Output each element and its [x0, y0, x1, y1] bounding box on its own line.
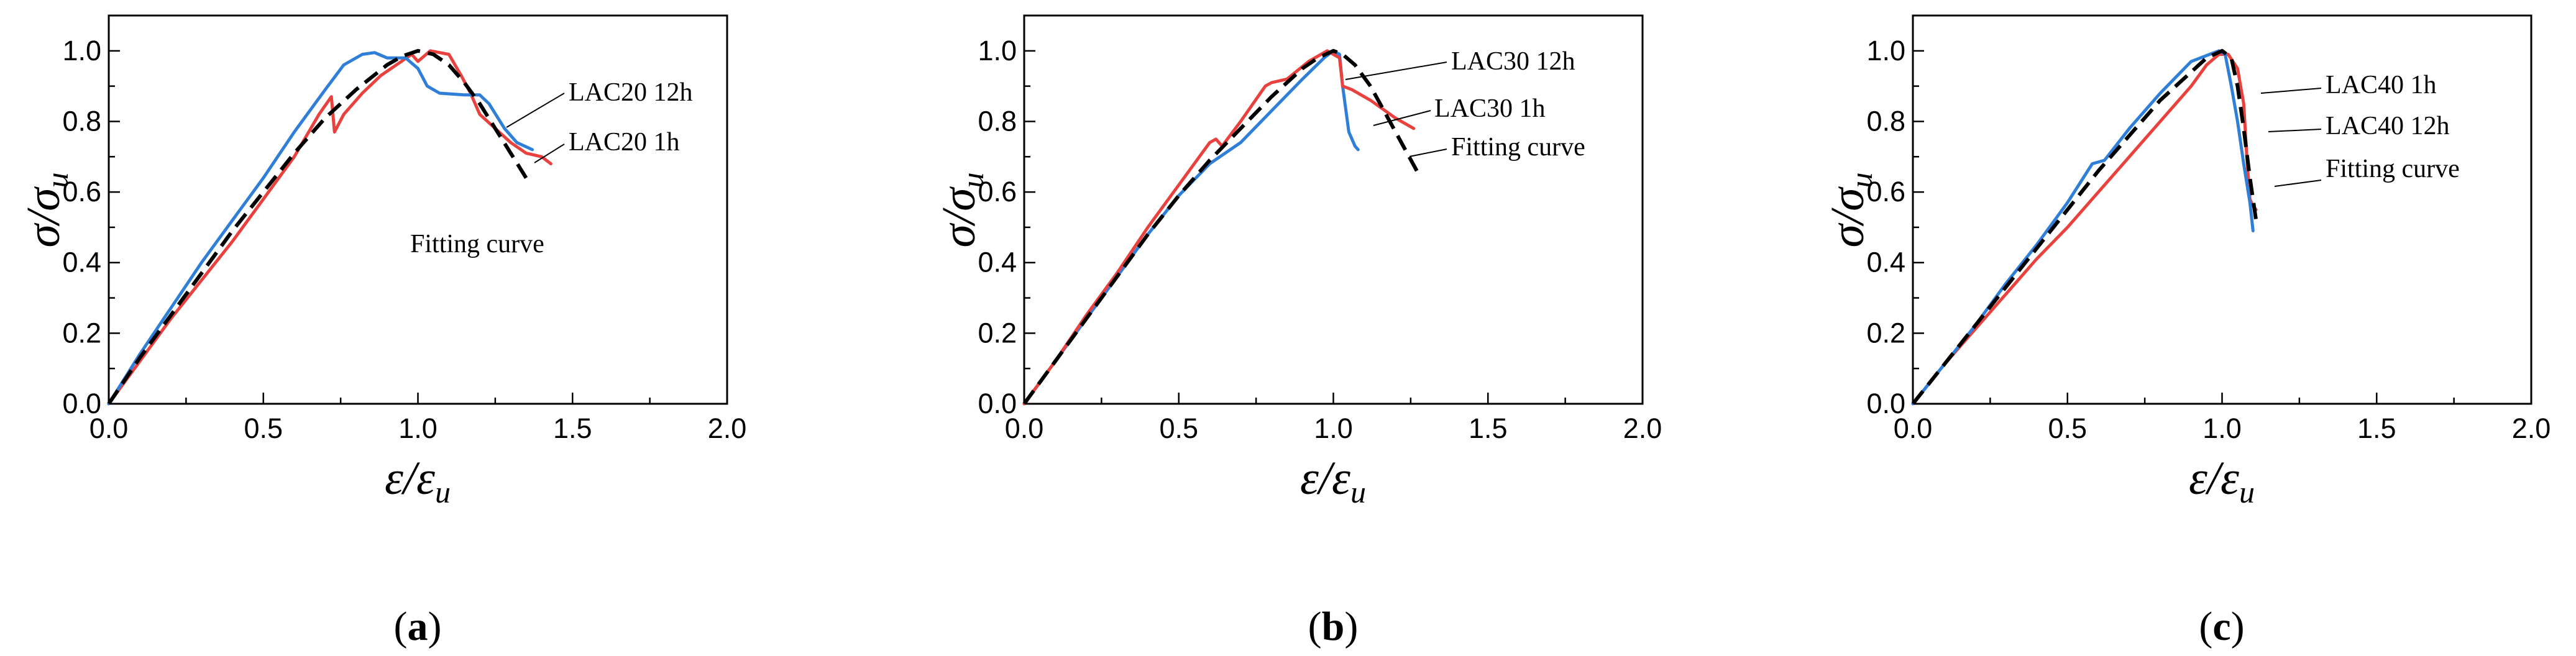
y-tick-label: 0.6	[1866, 176, 1905, 207]
y-tick-labels-b: 0.0 0.2 0.4 0.6 0.8 1.0	[978, 35, 1017, 419]
x-tick-label: 0.5	[244, 412, 283, 444]
annotation-b-1: LAC30 12h	[1345, 47, 1575, 80]
x-tick-label: 1.5	[553, 412, 592, 444]
annotation-line	[1373, 110, 1431, 126]
x-tick-label: 2.0	[1623, 412, 1662, 444]
annotation-text: LAC30 1h	[1434, 94, 1546, 123]
chart-panel-b: 0.0 0.2 0.4 0.6 0.8 1.0 0.0 0.5 1.0 1.5 …	[933, 14, 1662, 649]
series-line-c-lac40-1h	[1911, 49, 2255, 406]
chart-panel-c: 0.0 0.2 0.4 0.6 0.8 1.0 0.0 0.5 1.0 1.5 …	[1822, 14, 2551, 649]
tick-marks-a	[108, 50, 728, 405]
panel-label-c: (c)	[2199, 604, 2244, 649]
x-tick-label: 1.5	[2357, 412, 2396, 444]
x-tick-label: 0.0	[89, 412, 129, 444]
x-tick-labels-a: 0.0 0.5 1.0 1.5 2.0	[89, 412, 747, 444]
y-tick-labels-c: 0.0 0.2 0.4 0.6 0.8 1.0	[1866, 35, 1905, 419]
x-axis-title-b: ε/εu	[1300, 452, 1366, 509]
annotation-text: Fitting curve	[1451, 133, 1585, 162]
chart-panel-a: 0.0 0.2 0.4 0.6 0.8 1.0 0.0 0.5 1.0 1.5 …	[17, 14, 747, 649]
annotation-line	[2268, 129, 2322, 132]
annotation-text: LAC40 12h	[2326, 112, 2450, 140]
annotation-line	[2274, 180, 2322, 187]
x-tick-label: 1.0	[398, 412, 438, 444]
annotation-text: Fitting curve	[2326, 155, 2460, 183]
x-tick-labels-c: 0.0 0.5 1.0 1.5 2.0	[1894, 412, 2551, 444]
tick-marks-b	[1023, 50, 1644, 405]
x-tick-label: 1.0	[1314, 412, 1353, 444]
x-tick-label: 0.0	[1005, 412, 1044, 444]
x-tick-label: 0.5	[2048, 412, 2087, 444]
annotation-b-2: LAC30 1h	[1373, 94, 1546, 126]
x-tick-label: 2.0	[2512, 412, 2551, 444]
panel-label-a: (a)	[394, 604, 442, 649]
x-axis-title-a: ε/εu	[385, 452, 451, 509]
x-tick-label: 1.0	[2202, 412, 2242, 444]
x-tick-label: 1.5	[1469, 412, 1508, 444]
annotation-a-2: LAC20 1h	[534, 128, 680, 163]
annotation-c-2: LAC40 12h	[2268, 112, 2450, 140]
annotation-text: LAC20 1h	[569, 128, 680, 157]
panel-label-b: (b)	[1308, 604, 1359, 649]
annotation-line	[506, 93, 565, 128]
y-tick-label: 0.6	[978, 176, 1017, 207]
annotation-c-3: Fitting curve	[2274, 155, 2460, 187]
annotation-a-3: Fitting curve	[410, 230, 544, 258]
y-tick-label: 0.8	[978, 105, 1017, 137]
annotation-text: LAC20 12h	[569, 78, 693, 107]
annotation-b-3: Fitting curve	[1409, 133, 1585, 162]
annotation-text: Fitting curve	[410, 230, 544, 258]
y-tick-label: 0.2	[62, 317, 101, 348]
y-tick-label: 0.8	[1866, 105, 1905, 137]
y-tick-label: 0.0	[62, 388, 101, 419]
series-line-b-fitting-curve	[1022, 48, 1419, 405]
y-tick-label: 1.0	[1866, 35, 1905, 66]
y-tick-label: 1.0	[978, 35, 1017, 66]
annotation-a-1: LAC20 12h	[506, 78, 693, 128]
y-tick-label: 0.0	[978, 388, 1017, 419]
annotation-line	[1345, 62, 1447, 80]
series-group-c	[1911, 48, 2258, 406]
y-tick-label: 1.0	[62, 35, 101, 66]
annotation-c-1: LAC40 1h	[2260, 71, 2437, 99]
x-tick-label: 0.0	[1894, 412, 1933, 444]
annotation-text: LAC30 12h	[1451, 47, 1575, 76]
series-line-c-fitting-curve	[1911, 48, 2258, 405]
y-tick-label: 0.2	[1866, 317, 1905, 348]
y-tick-labels-a: 0.0 0.2 0.4 0.6 0.8 1.0	[62, 35, 101, 419]
series-line-b-lac30-1h	[1022, 49, 1416, 406]
series-line-a-fitting-curve	[107, 48, 528, 405]
series-line-a-lac20-12h	[107, 51, 534, 406]
x-tick-label: 2.0	[708, 412, 747, 444]
x-tick-labels-b: 0.0 0.5 1.0 1.5 2.0	[1005, 412, 1662, 444]
y-tick-label: 0.4	[62, 247, 101, 278]
y-tick-label: 0.4	[1866, 247, 1905, 278]
annotation-line	[1409, 148, 1447, 157]
y-tick-label: 0.8	[62, 105, 101, 137]
series-group-a	[107, 48, 552, 406]
y-tick-label: 0.6	[62, 176, 101, 207]
annotation-line	[534, 144, 565, 163]
y-tick-label: 0.4	[978, 247, 1017, 278]
x-tick-label: 0.5	[1159, 412, 1198, 444]
y-axis-title-c: σ/σu	[1822, 172, 1879, 247]
y-tick-label: 0.2	[978, 317, 1017, 348]
annotation-line	[2260, 88, 2322, 94]
y-tick-label: 0.0	[1866, 388, 1905, 419]
annotation-text: LAC40 1h	[2326, 71, 2437, 99]
y-axis-title-b: σ/σu	[933, 172, 990, 247]
x-axis-title-c: ε/εu	[2189, 452, 2255, 509]
y-axis-title-a: σ/σu	[17, 172, 75, 247]
series-group-b	[1022, 48, 1419, 406]
series-line-b-lac30-12h	[1022, 49, 1360, 406]
